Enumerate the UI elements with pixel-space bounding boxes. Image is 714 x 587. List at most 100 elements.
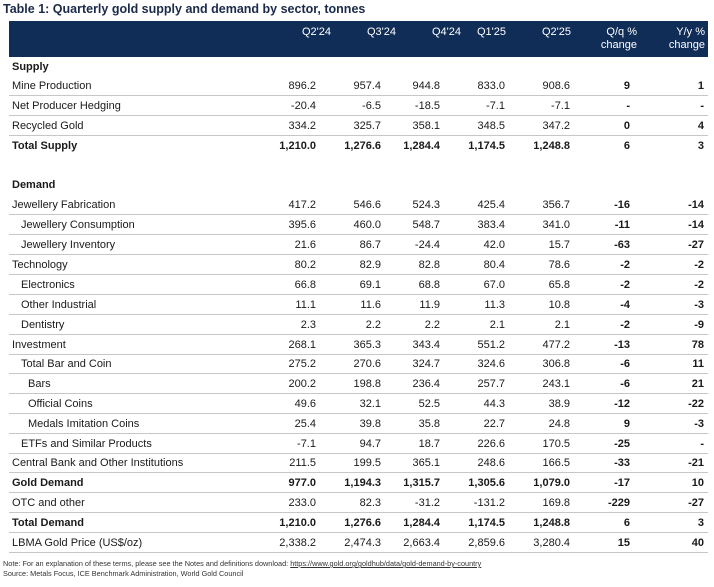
value-cell: 425.4 (477, 199, 505, 211)
table-row: Investment 268.1 365.3 343.4 551.2 477.2 -13 78 (9, 335, 708, 355)
value-cell: 1,284.4 (403, 517, 440, 529)
value-cell: 2.3 (300, 319, 316, 331)
value-cell: 275.2 (288, 358, 316, 370)
qq-change-cell: -6 (620, 378, 630, 390)
value-cell: -18.5 (414, 100, 440, 112)
row-label: Bars (28, 378, 51, 390)
value-cell: 546.6 (353, 199, 381, 211)
table-row: Total Demand 1,210.0 1,276.6 1,284.4 1,174.5… (9, 513, 708, 533)
table-row: Central Bank and Other Institutions 211.5… (9, 454, 708, 473)
row-label: Net Producer Hedging (12, 100, 121, 112)
table-row: Official Coins 49.6 32.1 52.5 44.3 38.9 -12 -22 (9, 394, 708, 414)
value-cell: 22.7 (483, 418, 505, 430)
yy-change-cell: - (700, 100, 704, 112)
value-cell: 957.4 (353, 80, 381, 92)
row-label: Total Demand (12, 517, 84, 529)
value-cell: 306.8 (542, 358, 570, 370)
row-label: Jewellery Consumption (21, 219, 135, 231)
value-cell: 49.6 (294, 398, 316, 410)
value-cell: -31.2 (414, 497, 440, 509)
value-cell: 52.5 (418, 398, 440, 410)
value-cell: 69.1 (359, 279, 381, 291)
table-source: Source: Metals Focus, ICE Benchmark Admi… (3, 569, 244, 578)
value-cell: 1,210.0 (279, 140, 316, 152)
value-cell: 169.8 (542, 497, 570, 509)
value-cell: 551.2 (477, 339, 505, 351)
value-cell: 82.3 (359, 497, 381, 509)
row-label: Total Supply (12, 140, 78, 152)
table-row: Dentistry 2.3 2.2 2.2 2.1 2.1 -2 -9 (9, 315, 708, 335)
value-cell: 1,284.4 (403, 140, 440, 152)
yy-change-cell: -27 (688, 239, 704, 251)
value-cell: 198.8 (353, 378, 381, 390)
value-cell: 1,079.0 (533, 477, 570, 489)
row-label: ETFs and Similar Products (21, 438, 152, 450)
col-header-q4-24: Q4'24 (431, 26, 461, 38)
value-cell: 908.6 (542, 80, 570, 92)
value-cell: 233.0 (288, 497, 316, 509)
table-row: Jewellery Consumption 395.6 460.0 548.7 383.… (9, 215, 708, 235)
value-cell: 200.2 (288, 378, 316, 390)
yy-change-cell: 11 (692, 358, 704, 370)
yy-header-line2: change (668, 39, 705, 51)
table-row: Jewellery Fabrication 417.2 546.6 524.3 425.… (9, 195, 708, 215)
value-cell: 347.2 (542, 120, 570, 132)
value-cell: 524.3 (412, 199, 440, 211)
section-row: Supply (9, 58, 708, 76)
value-cell: 82.9 (359, 259, 381, 271)
value-cell: -20.4 (290, 100, 316, 112)
value-cell: 1,210.0 (279, 517, 316, 529)
value-cell: 11.9 (419, 299, 440, 311)
value-cell: 833.0 (477, 80, 505, 92)
row-label: LBMA Gold Price (US$/oz) (12, 537, 143, 549)
value-cell: 324.7 (412, 358, 440, 370)
row-label: Technology (12, 259, 68, 271)
value-cell: 236.4 (412, 378, 440, 390)
value-cell: 82.8 (418, 259, 440, 271)
row-label: Jewellery Fabrication (12, 199, 116, 211)
table-row: LBMA Gold Price (US$/oz) 2,338.2 2,474.3 2,… (9, 533, 708, 553)
value-cell: 1,315.7 (403, 477, 440, 489)
qq-change-cell: 6 (623, 140, 630, 152)
qq-change-cell: 9 (623, 418, 630, 430)
qq-change-cell: 0 (623, 120, 630, 132)
row-label: Demand (12, 179, 56, 191)
value-cell: 226.6 (477, 438, 505, 450)
table-row: Total Supply 1,210.0 1,276.6 1,284.4 1,174.5… (9, 136, 708, 156)
value-cell: 199.5 (353, 457, 381, 469)
value-cell: 417.2 (288, 199, 316, 211)
yy-change-cell: 78 (691, 339, 704, 351)
qq-change-cell: -229 (607, 497, 630, 509)
note-link[interactable]: https://www.gold.org/goldhub/data/gold-d… (290, 559, 482, 568)
value-cell: 170.5 (542, 438, 570, 450)
value-cell: 2.2 (365, 319, 381, 331)
value-cell: 2.1 (554, 319, 570, 331)
value-cell: 2,338.2 (279, 537, 316, 549)
value-cell: 94.7 (359, 438, 381, 450)
value-cell: 15.7 (548, 239, 570, 251)
col-header-qq-change: Q/q % change (577, 26, 637, 52)
col-header-q2-24: Q2'24 (301, 26, 331, 38)
qq-change-cell: - (626, 100, 630, 112)
col-header-q3-24: Q3'24 (366, 26, 396, 38)
value-cell: -7.1 (297, 438, 316, 450)
table-header: Q2'24 Q3'24 Q4'24 Q1'25 Q2'25 Q/q % chan… (9, 21, 708, 57)
table-row: Jewellery Inventory 21.6 86.7 -24.4 42.0 15.7… (9, 235, 708, 255)
value-cell: 334.2 (288, 120, 316, 132)
value-cell: 39.8 (359, 418, 381, 430)
qq-change-cell: -2 (620, 279, 630, 291)
value-cell: 3,280.4 (533, 537, 570, 549)
yy-change-cell: 3 (697, 517, 704, 529)
qq-change-cell: -25 (614, 438, 630, 450)
value-cell: -7.1 (551, 100, 570, 112)
value-cell: 86.7 (359, 239, 381, 251)
value-cell: 80.4 (483, 259, 505, 271)
value-cell: 270.6 (353, 358, 381, 370)
value-cell: 977.0 (288, 477, 316, 489)
value-cell: 80.2 (294, 259, 316, 271)
value-cell: 21.6 (294, 239, 316, 251)
table-row: Gold Demand 977.0 1,194.3 1,315.7 1,305.6 1,0… (9, 473, 708, 493)
yy-change-cell: -14 (688, 219, 704, 231)
value-cell: 343.4 (412, 339, 440, 351)
value-cell: 65.8 (548, 279, 570, 291)
